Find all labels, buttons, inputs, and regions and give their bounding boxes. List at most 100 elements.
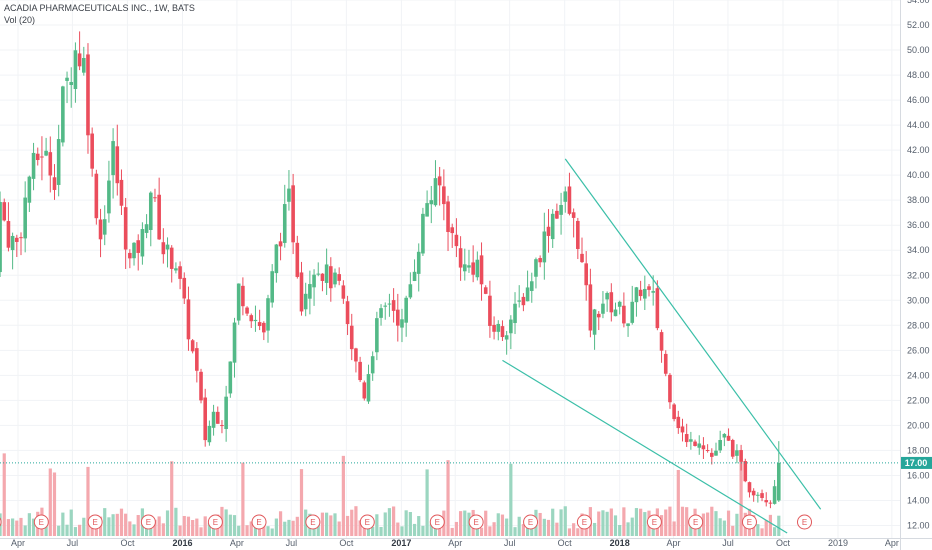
volume-bar	[731, 525, 735, 536]
volume-bar	[572, 523, 576, 536]
candle-body	[56, 139, 61, 185]
candle-body	[416, 251, 421, 274]
candle-body	[705, 450, 710, 452]
candle-body	[496, 323, 501, 332]
earnings-marker[interactable]	[87, 514, 103, 530]
candle-body	[743, 461, 748, 482]
candle-body	[52, 177, 57, 190]
candle-body	[35, 153, 40, 161]
candle-body	[492, 324, 496, 332]
candle-body	[266, 298, 270, 331]
volume-bar	[94, 527, 98, 536]
volume-bar	[726, 510, 731, 536]
volume-bar	[768, 514, 773, 536]
volume-bar	[178, 525, 182, 536]
price-tick-label: 30.00	[907, 295, 930, 305]
candle-body	[370, 356, 375, 374]
volume-bar	[224, 509, 228, 536]
price-tick-label: 28.00	[907, 320, 930, 330]
candle-body	[0, 202, 2, 273]
candle-body	[425, 203, 429, 217]
candle-body	[81, 57, 86, 73]
candle-body	[165, 244, 170, 250]
volume-bar	[551, 508, 555, 536]
volume-bar	[57, 525, 61, 536]
price-tick-label: 34.00	[907, 245, 930, 255]
volume-bar	[622, 507, 626, 536]
time-tick-label: Jul	[67, 538, 79, 548]
candle-body	[462, 264, 467, 272]
candle-body	[354, 348, 358, 362]
candle-body	[571, 212, 576, 218]
candle-body	[714, 450, 718, 456]
earnings-marker-label: E	[802, 518, 807, 527]
candle-body	[701, 445, 706, 450]
earnings-marker[interactable]	[741, 514, 757, 530]
candle-body	[27, 176, 32, 203]
volume-bar	[559, 509, 563, 536]
time-tick-label: Oct	[558, 538, 573, 548]
earnings-marker[interactable]	[207, 514, 223, 530]
earnings-marker[interactable]	[359, 514, 375, 530]
time-tick-label: Jul	[504, 538, 516, 548]
volume-bar	[458, 511, 463, 536]
volume-bar	[412, 523, 417, 536]
earnings-marker[interactable]	[646, 514, 662, 530]
price-axis[interactable]: 12.00 14.00 16.00 18.00 20.00 22.00 24.00 26.00…	[907, 0, 930, 530]
volume-bar	[182, 515, 186, 536]
volume-bar	[31, 518, 36, 536]
earnings-marker[interactable]	[797, 514, 813, 530]
volume-bar	[777, 515, 781, 536]
volume-bar	[626, 522, 630, 536]
earnings-marker[interactable]	[140, 514, 156, 530]
candle-body	[488, 295, 492, 326]
volume-bar	[241, 462, 245, 536]
candle-body	[643, 288, 647, 299]
candle-body	[203, 397, 208, 441]
earnings-marker[interactable]	[576, 514, 592, 530]
earnings-marker[interactable]	[429, 514, 445, 530]
earnings-marker-label: E	[747, 518, 752, 527]
volume-bar	[488, 526, 492, 536]
volume-indicator-label[interactable]: Vol (20)	[4, 15, 36, 25]
time-axis[interactable]: Apr Jul Oct 2016 Apr Jul Oct 2017 Apr Jul Oct 2018 A…	[11, 538, 899, 548]
volume-bar	[237, 525, 241, 536]
volume-bar	[773, 527, 777, 536]
candle-body	[735, 450, 739, 456]
earnings-markers[interactable]: EEEEEEEEEEEEEEEE	[0, 514, 813, 530]
earnings-marker[interactable]	[688, 514, 704, 530]
volume-bar	[186, 516, 191, 536]
candle-body	[559, 204, 563, 215]
volume-bar	[659, 515, 664, 536]
volume-bar	[538, 512, 542, 536]
price-tick-label: 12.00	[907, 520, 930, 530]
volume-bar	[366, 526, 371, 536]
earnings-marker[interactable]	[33, 514, 49, 530]
earnings-marker[interactable]	[305, 514, 321, 530]
volume-bar	[492, 522, 496, 536]
earnings-marker[interactable]	[523, 514, 539, 530]
candle-body	[680, 426, 685, 433]
price-tick-label: 52.00	[907, 20, 930, 30]
candle-body	[232, 322, 237, 363]
volume-bar	[618, 525, 622, 536]
current-price-tag	[901, 456, 932, 469]
price-tick-label: 46.00	[907, 95, 930, 105]
earnings-marker[interactable]	[251, 514, 267, 530]
earnings-marker[interactable]	[468, 514, 484, 530]
candle-body	[412, 271, 417, 282]
candle-body	[747, 482, 752, 493]
volume-bar	[329, 515, 333, 536]
time-tick-label: Apr	[885, 538, 899, 548]
candle-body	[546, 226, 551, 236]
price-tick-label: 32.00	[907, 270, 930, 280]
earnings-marker[interactable]	[0, 515, 2, 529]
candle-body	[6, 221, 11, 248]
price-tick-label: 54.00	[907, 0, 930, 5]
candle-body	[429, 200, 434, 205]
volume-bar	[90, 526, 94, 536]
volume-bar	[438, 524, 442, 536]
volume-bar	[232, 515, 237, 536]
